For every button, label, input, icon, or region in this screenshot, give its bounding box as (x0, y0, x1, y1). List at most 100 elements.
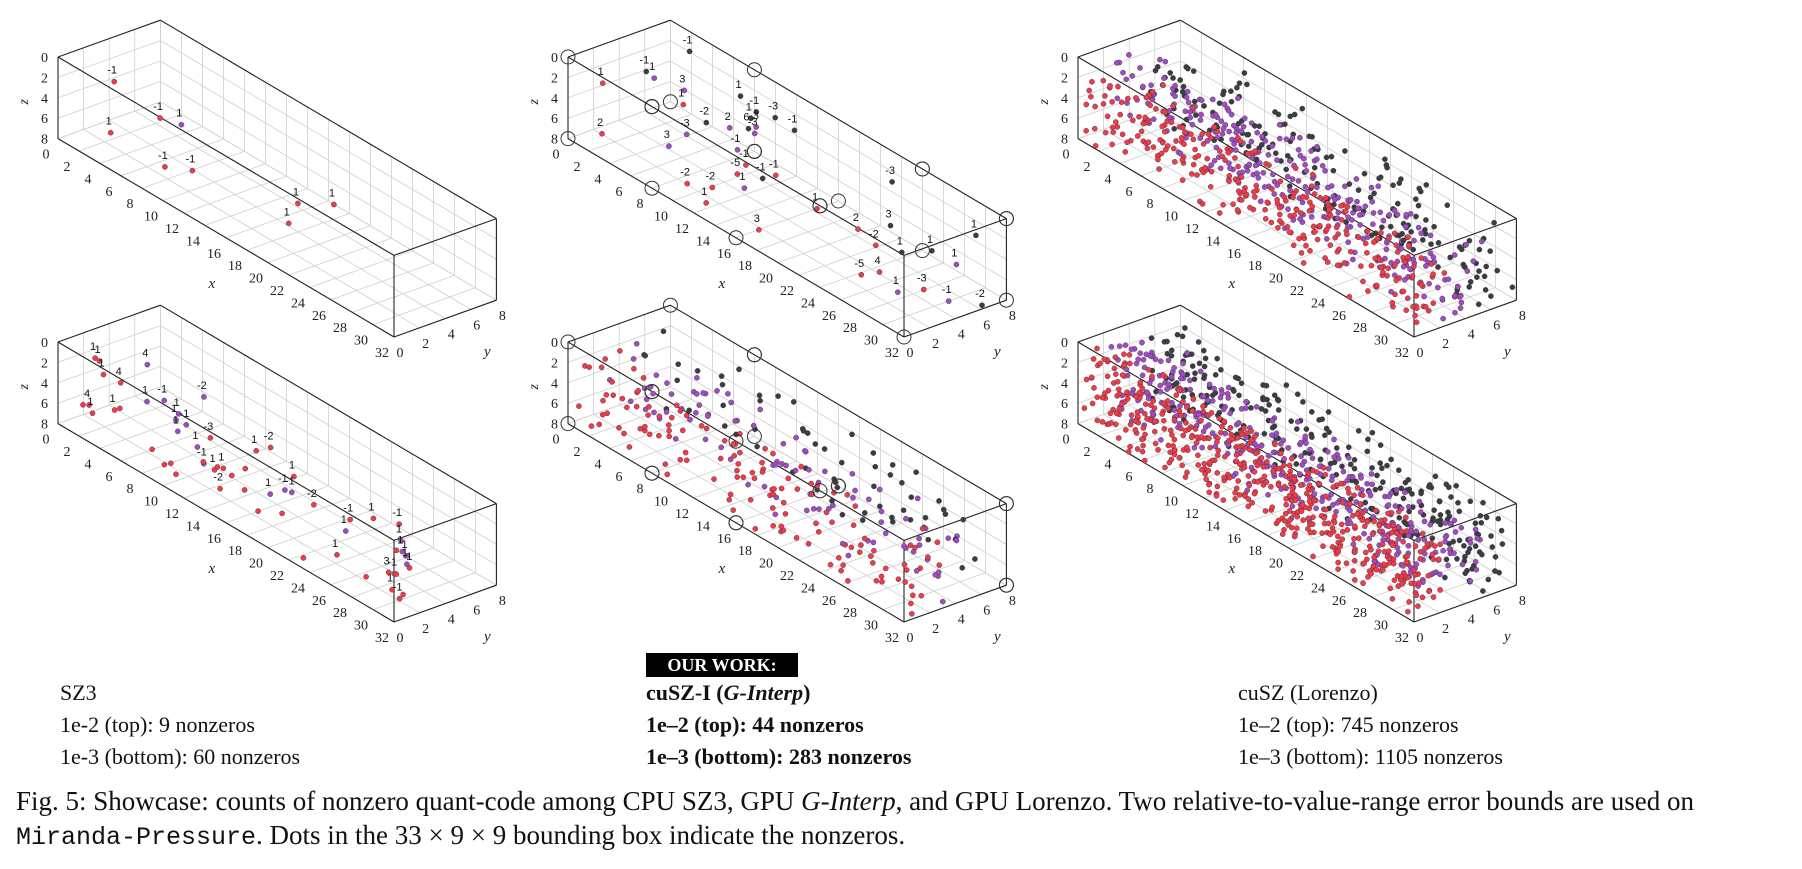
nonzero-dot (1107, 83, 1113, 89)
nonzero-dot (1410, 567, 1417, 573)
nonzero-dot (1249, 154, 1255, 161)
nonzero-dot (1391, 207, 1398, 214)
nonzero-dot (1187, 114, 1193, 121)
nonzero-dot (759, 469, 766, 475)
nonzero-dot (1158, 437, 1164, 443)
y-tick-label: 4 (448, 328, 455, 343)
nonzero-dot (1309, 203, 1315, 210)
nonzero-dot (1225, 107, 1232, 114)
nonzero-dot (1310, 223, 1317, 230)
nonzero-dot (1088, 93, 1094, 100)
nonzero-dots (576, 328, 978, 617)
nonzero-dot (1133, 95, 1139, 101)
nonzero-dot (173, 471, 179, 478)
y-tick-label: 8 (1519, 594, 1526, 609)
nonzero-dot (1181, 141, 1187, 147)
nonzero-dot (1339, 529, 1346, 535)
nonzero-dot (722, 423, 728, 429)
nonzero-dot (117, 379, 124, 386)
nonzero-dot (1483, 514, 1490, 521)
nonzero-dot (1430, 556, 1437, 563)
nonzero-dot (1176, 420, 1183, 427)
nonzero-dot (1198, 97, 1205, 103)
nonzero-dot (1309, 521, 1316, 528)
legend-method: cuSZ-I (G-Interp) (646, 680, 810, 705)
nonzero-dot (1143, 351, 1150, 358)
nonzero-dot (1378, 229, 1384, 236)
nonzero-dot (780, 499, 787, 506)
x-tick-label: 30 (864, 334, 878, 349)
nonzero-dot (1452, 293, 1458, 299)
nonzero-dot (1375, 548, 1382, 555)
nonzero-dot (1206, 489, 1212, 496)
nonzero-dot (1302, 433, 1308, 440)
x-tick-label: 32 (1395, 631, 1409, 646)
nonzero-dot (1117, 111, 1123, 118)
nonzero-dot (1220, 201, 1226, 208)
nonzero-dot (1157, 388, 1164, 395)
nonzero-dot (1262, 206, 1268, 213)
nonzero-dot (1112, 354, 1119, 360)
nonzero-dot (1190, 136, 1197, 143)
nonzero-dot (1159, 411, 1165, 417)
value-label: 1 (897, 235, 903, 247)
nonzero-dot (1150, 410, 1156, 417)
value-label: -1 (942, 284, 952, 296)
nonzero-dot (945, 298, 952, 304)
value-label: 1 (402, 547, 408, 559)
nonzero-dot (730, 441, 737, 447)
nonzero-dot (1406, 599, 1412, 605)
value-label: 1 (368, 501, 374, 513)
value-label: 1 (192, 430, 198, 442)
nonzero-dot (1336, 246, 1342, 253)
nonzero-dot (775, 393, 781, 399)
nonzero-dot (651, 75, 658, 81)
nonzero-dot (621, 430, 627, 437)
value-label: 4 (84, 388, 90, 400)
nonzero-dot (1385, 265, 1391, 272)
nonzero-dot (214, 464, 221, 470)
nonzero-dot (1155, 64, 1161, 70)
nonzero-dot (871, 483, 877, 490)
nonzero-dot (1178, 412, 1184, 419)
nonzero-dot (1220, 497, 1227, 503)
nonzero-dot (1413, 592, 1420, 599)
nonzero-dot (1092, 142, 1099, 149)
nonzero-dot (1199, 444, 1205, 451)
nonzero-dot (1260, 169, 1267, 176)
nonzero-dot (1261, 184, 1268, 190)
nonzero-dot (1294, 525, 1300, 532)
x-tick-label: 14 (186, 234, 200, 249)
x-tick-label: 28 (843, 321, 857, 336)
z-tick-label: 0 (1061, 51, 1068, 66)
nonzero-dot (1374, 282, 1380, 289)
nonzero-dot (1214, 483, 1221, 490)
nonzero-dot (790, 399, 797, 405)
nonzero-dot (1368, 547, 1374, 553)
nonzero-dot (653, 372, 660, 379)
our-work-label: OUR WORK: (667, 655, 776, 675)
x-tick-label: 28 (843, 606, 857, 621)
nonzero-dot (1437, 541, 1443, 548)
nonzero-dot (686, 48, 693, 55)
nonzero-dot (1230, 386, 1236, 393)
nonzero-dot (1140, 356, 1147, 363)
legend-bottom-count: 1e-3 (bottom): 60 nonzeros (60, 744, 300, 769)
value-label: -1 (158, 150, 168, 162)
nonzero-dot (610, 392, 617, 399)
nonzero-dot (1275, 517, 1282, 524)
anchor-circle (560, 131, 576, 147)
nonzero-dot (617, 348, 623, 354)
nonzero-dot (1380, 479, 1386, 485)
nonzero-dot (1132, 417, 1139, 424)
x-tick-label: 14 (696, 234, 710, 249)
nonzero-dot (1110, 129, 1117, 135)
nonzero-dot (1422, 227, 1428, 233)
nonzero-dot (1358, 475, 1364, 481)
nonzero-dot (96, 358, 103, 364)
value-label: 1 (98, 358, 104, 370)
nonzero-dot (1202, 471, 1208, 477)
nonzero-dot (734, 146, 741, 153)
nonzero-dot (1111, 365, 1118, 372)
